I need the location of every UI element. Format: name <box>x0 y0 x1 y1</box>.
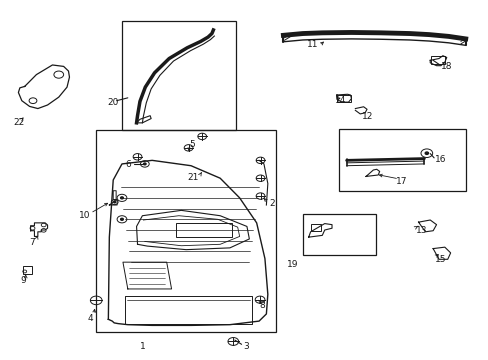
Bar <box>23 266 31 274</box>
Text: 17: 17 <box>395 176 407 185</box>
Bar <box>176 223 232 237</box>
Text: 1: 1 <box>139 342 145 351</box>
Text: 18: 18 <box>441 62 452 71</box>
Bar <box>122 21 236 130</box>
Text: 8: 8 <box>259 301 264 310</box>
Text: 5: 5 <box>189 140 194 149</box>
Bar <box>430 56 445 64</box>
Text: 21: 21 <box>187 173 198 182</box>
Text: 11: 11 <box>306 40 318 49</box>
Bar <box>337 95 350 102</box>
Circle shape <box>425 152 427 154</box>
Text: 14: 14 <box>334 96 346 105</box>
Bar <box>310 224 321 231</box>
Text: 22: 22 <box>14 118 25 127</box>
Circle shape <box>114 202 115 203</box>
Text: 12: 12 <box>362 112 373 121</box>
Text: 9: 9 <box>20 276 25 285</box>
Circle shape <box>121 197 123 199</box>
Text: 3: 3 <box>243 342 248 351</box>
Text: 4: 4 <box>87 314 93 323</box>
Text: 13: 13 <box>415 225 427 234</box>
Text: 20: 20 <box>107 98 119 107</box>
Bar <box>96 130 276 332</box>
Bar <box>302 214 375 255</box>
Text: 6: 6 <box>125 160 131 169</box>
Text: 10: 10 <box>79 211 90 220</box>
Circle shape <box>121 218 123 220</box>
Text: 2: 2 <box>269 199 275 208</box>
Circle shape <box>143 163 146 165</box>
Text: 15: 15 <box>434 255 446 264</box>
Text: 7: 7 <box>29 238 35 247</box>
Text: 19: 19 <box>287 260 298 269</box>
Bar <box>339 129 465 192</box>
Text: 16: 16 <box>434 155 446 164</box>
